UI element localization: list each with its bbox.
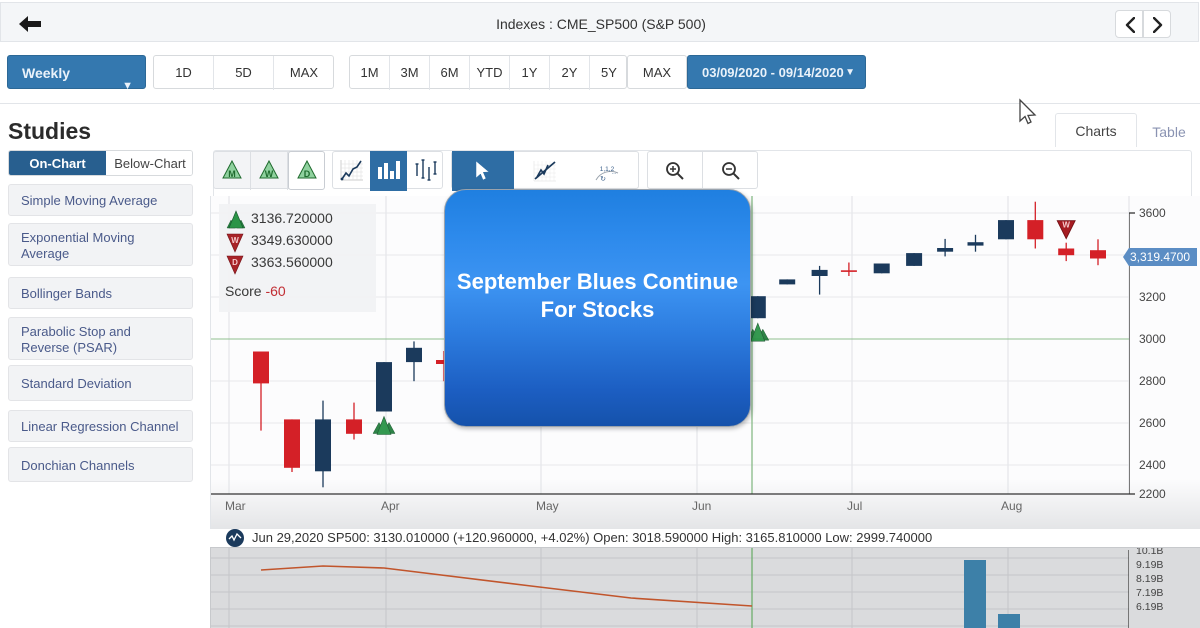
svg-text:7.19B: 7.19B	[1136, 587, 1163, 599]
svg-text:D: D	[232, 258, 238, 267]
svg-text:2800: 2800	[1139, 374, 1166, 388]
svg-text:...: ...	[612, 170, 617, 176]
svg-text:9.19B: 9.19B	[1136, 559, 1163, 571]
svg-text:W: W	[265, 169, 274, 179]
svg-text:10.1B: 10.1B	[1136, 548, 1163, 557]
svg-text:6.19B: 6.19B	[1136, 601, 1163, 613]
svg-text:8.19B: 8.19B	[1136, 573, 1163, 585]
svg-text:M: M	[228, 169, 236, 179]
svg-text:3200: 3200	[1139, 290, 1166, 304]
svg-text:2400: 2400	[1139, 458, 1166, 472]
svg-text:3000: 3000	[1139, 332, 1166, 346]
svg-text:3600: 3600	[1139, 206, 1166, 220]
svg-text:2200: 2200	[1139, 487, 1166, 501]
svg-text:W: W	[1062, 221, 1070, 230]
svg-text:2600: 2600	[1139, 416, 1166, 430]
svg-text:D: D	[303, 169, 310, 179]
svg-text:W: W	[231, 236, 239, 245]
svg-text:↻: ↻	[600, 176, 606, 183]
